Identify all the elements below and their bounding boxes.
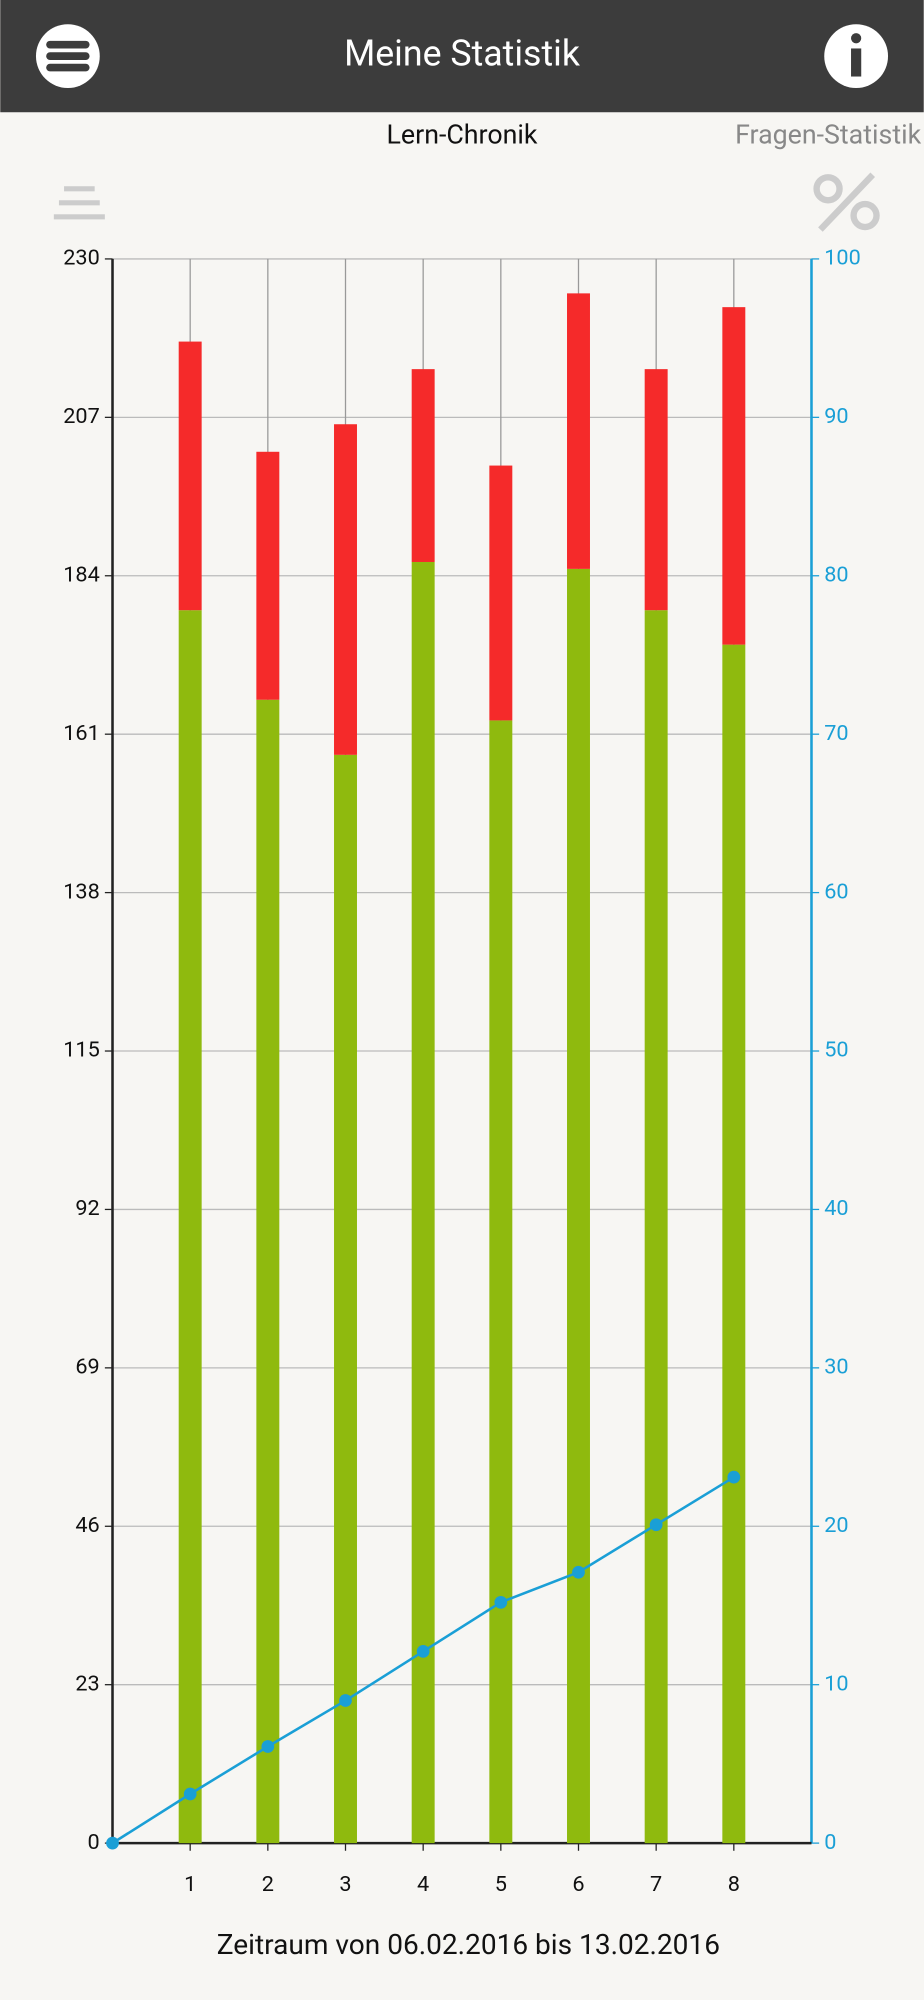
bar-segment <box>489 720 513 1844</box>
bar-segment <box>178 341 202 611</box>
bar-segment <box>567 568 590 1844</box>
x-tick-label: 2 <box>262 1872 274 1897</box>
bar-segment <box>644 369 668 611</box>
y2-tick-label: 40 <box>824 1196 848 1221</box>
x-tick-label: 5 <box>495 1872 507 1897</box>
y2-tick-label: 50 <box>824 1038 848 1063</box>
line-point <box>416 1645 430 1658</box>
line-point <box>339 1694 352 1707</box>
line-point <box>727 1470 741 1484</box>
y-tick-label: 207 <box>63 404 100 429</box>
percent-icon[interactable] <box>813 172 880 232</box>
x-tick-label: 4 <box>417 1872 429 1897</box>
info-button[interactable] <box>824 24 889 89</box>
bar-segment <box>411 369 435 562</box>
x-tick-label: 8 <box>728 1872 740 1897</box>
x-tick-label: 7 <box>650 1872 662 1897</box>
line-point <box>106 1836 119 1850</box>
y-tick-label: 161 <box>63 721 100 746</box>
bar-segment <box>644 610 668 1844</box>
line-point <box>261 1740 275 1753</box>
line-point <box>572 1565 585 1579</box>
line-point <box>649 1518 663 1532</box>
y-tick-label: 184 <box>63 562 100 587</box>
y-tick-label: 138 <box>63 879 100 904</box>
y2-tick-label: 20 <box>824 1513 848 1538</box>
y-tick-label: 0 <box>88 1830 100 1855</box>
y2-tick-label: 90 <box>824 404 848 429</box>
y2-tick-label: 0 <box>824 1830 836 1855</box>
bar-segment <box>411 561 435 1844</box>
y-tick-label: 46 <box>75 1513 99 1538</box>
tab[interactable]: Lern-Chronik <box>387 119 538 151</box>
line-point <box>183 1787 197 1801</box>
x-tick-label: 1 <box>184 1872 196 1897</box>
bar-segment <box>256 699 280 1844</box>
y2-tick-label: 30 <box>824 1355 848 1380</box>
y2-tick-label: 70 <box>824 721 848 746</box>
bar-segment <box>256 451 280 700</box>
list-icon[interactable] <box>53 186 105 220</box>
bar-segment <box>722 644 746 1844</box>
tab[interactable]: Fragen-Statistik <box>735 119 922 151</box>
y2-tick-label: 80 <box>824 562 848 587</box>
y2-tick-label: 10 <box>824 1671 848 1696</box>
y-tick-label: 92 <box>75 1196 99 1221</box>
bar-segment <box>334 424 357 755</box>
y-tick-label: 69 <box>75 1355 99 1380</box>
app-bar <box>0 0 924 113</box>
x-tick-label: 3 <box>339 1872 351 1897</box>
x-tick-label: 6 <box>572 1872 584 1897</box>
bar-segment <box>722 307 746 645</box>
bar-segment <box>567 293 590 569</box>
y-tick-label: 230 <box>63 246 100 271</box>
y-tick-label: 115 <box>63 1038 100 1063</box>
y2-tick-label: 60 <box>824 879 848 904</box>
menu-button[interactable] <box>35 24 100 89</box>
bar-segment <box>334 754 357 1844</box>
bar-segment <box>178 610 202 1844</box>
bar-segment <box>489 465 513 721</box>
x-axis-label: Zeitraum von 06.02.2016 bis 13.02.2016 <box>217 1928 720 1961</box>
line-point <box>494 1595 508 1609</box>
y2-tick-label: 100 <box>824 246 861 271</box>
y-tick-label: 23 <box>75 1671 99 1696</box>
app-title: Meine Statistik <box>344 33 581 75</box>
